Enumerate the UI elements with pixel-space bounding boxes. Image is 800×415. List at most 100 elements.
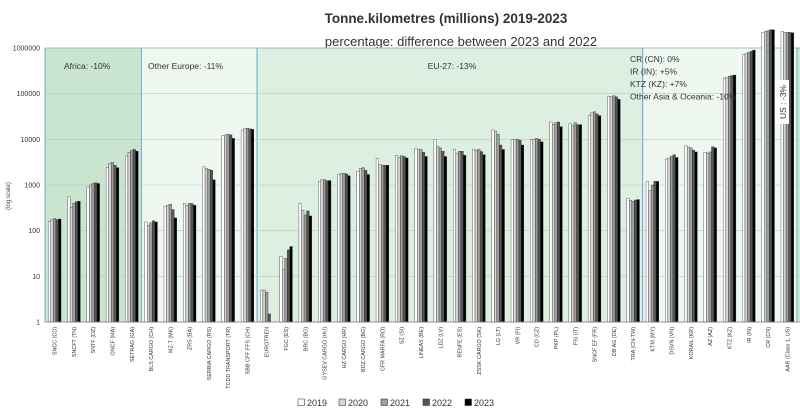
bar-2021: [438, 147, 442, 323]
bar-2020: [89, 184, 93, 323]
category-label: BLS CARGO (CH): [149, 327, 155, 372]
bar-2020: [339, 173, 343, 323]
bar-2022: [537, 139, 541, 323]
bar-2020: [571, 125, 575, 323]
bar-2021: [72, 202, 76, 323]
bar-2021: [477, 149, 481, 323]
bar-2021: [361, 167, 365, 323]
bar-2021: [612, 95, 616, 323]
category-label: SNCC (CD): [53, 327, 59, 355]
bar-2019: [587, 115, 591, 323]
bar-2022: [595, 113, 599, 323]
bar-2023: [77, 201, 81, 323]
bar-2019: [472, 149, 476, 323]
bar-2022: [479, 151, 483, 323]
y-tick-label: 10: [32, 274, 40, 281]
bar-2021: [246, 128, 249, 323]
bar-2021: [631, 201, 635, 323]
bar-2022: [132, 149, 136, 323]
bar-2019: [626, 198, 630, 323]
category-label: GYSEV CARGO (HU): [323, 327, 329, 380]
bar-2022: [287, 249, 291, 323]
bar-2020: [436, 146, 440, 323]
bar-2019: [260, 289, 264, 323]
legend-label: 2021: [390, 398, 410, 408]
bar-2019: [568, 123, 572, 323]
bar-2022: [499, 144, 503, 323]
bar-2020: [725, 76, 729, 323]
bar-2023: [193, 205, 197, 323]
bar-2020: [513, 139, 517, 323]
category-label: SNCF EF (FR): [593, 327, 599, 363]
category-label: BDZ CARGO (BG): [361, 327, 367, 372]
category-label: BRC (BG): [303, 327, 309, 351]
bar-2019: [607, 96, 611, 323]
bar-2019: [240, 129, 244, 323]
bar-2020: [397, 157, 401, 323]
us-region-label: US : -3%: [778, 85, 788, 119]
bar-2019: [183, 202, 186, 323]
bar-2021: [323, 179, 327, 323]
chart-title: Tonne.kilometres (millions) 2019-2023: [325, 11, 568, 26]
bar-2020: [609, 96, 613, 323]
bar-2023: [791, 32, 794, 323]
bar-2020: [551, 124, 555, 323]
legend-swatch-2023: [464, 398, 472, 406]
bar-2022: [749, 51, 753, 323]
bar-2019: [67, 196, 71, 323]
axes: 1 10 100 1000 10000 100000 1000000: [13, 46, 797, 327]
bar-2019: [202, 166, 206, 323]
legend: 2019 2020 2021 2022 2023: [297, 398, 494, 408]
bar-2023: [675, 157, 679, 323]
bar-2022: [557, 121, 560, 323]
bar-2020: [166, 205, 170, 323]
bar-2022: [730, 75, 734, 323]
bar-2023: [231, 138, 235, 323]
bar-2020: [204, 168, 208, 323]
bar-2023: [386, 165, 389, 323]
category-label: AZ (AZ): [708, 327, 714, 346]
bar-2020: [69, 207, 73, 323]
category-label: FSI (IT): [573, 327, 579, 345]
bar-2021: [747, 52, 751, 323]
bar-2019: [703, 152, 707, 323]
bar-2021: [573, 122, 577, 323]
category-label: MZ-T (MK): [168, 327, 174, 353]
bar-2020: [243, 128, 247, 323]
bar-2020: [108, 163, 112, 323]
asia-region-label: CR (CN): 0%: [630, 54, 680, 64]
bar-2023: [154, 221, 158, 323]
bar-2023: [578, 124, 582, 323]
asia-region-label: Other Asia & Oceania: -10%: [630, 92, 737, 102]
category-label: SNCFT (TN): [72, 327, 78, 357]
bar-2023: [443, 156, 447, 323]
bar-2021: [554, 122, 558, 323]
bar-2023: [636, 199, 640, 323]
bar-2021: [650, 184, 654, 323]
bar-2020: [764, 31, 767, 323]
bar-2019: [549, 121, 553, 323]
asia-region-label: IR (IN): +5%: [630, 67, 677, 77]
bar-2022: [152, 220, 156, 323]
bar-2021: [708, 151, 712, 323]
bar-2022: [364, 170, 368, 323]
bar-2022: [94, 182, 98, 323]
bar-2019: [414, 148, 418, 323]
bar-2019: [318, 181, 321, 323]
bar-2020: [127, 152, 131, 323]
bar-2023: [405, 157, 409, 323]
category-label: LDZ (LV): [438, 327, 444, 349]
bar-2021: [207, 169, 211, 323]
bar-2020: [783, 32, 787, 323]
legend-label: 2020: [348, 398, 368, 408]
category-label: SETRAG (GA): [130, 327, 136, 362]
bar-2021: [496, 133, 500, 323]
category-label: SBB CFF FFS (CH): [245, 327, 251, 375]
bar-2020: [494, 131, 498, 323]
bar-2020: [416, 149, 420, 323]
y-tick-label: 1000000: [13, 46, 40, 53]
bar-2021: [342, 173, 346, 323]
bar-2023: [713, 147, 717, 323]
bar-2023: [771, 29, 775, 323]
